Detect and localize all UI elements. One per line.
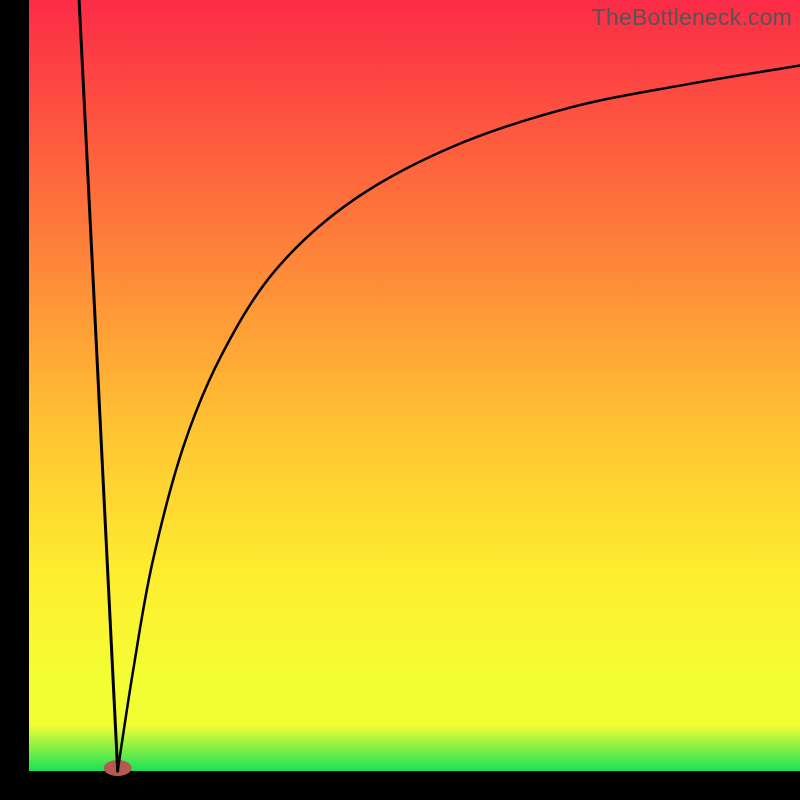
chart-frame: TheBottleneck.com [0, 0, 800, 800]
right-branch-curve [118, 66, 800, 771]
left-branch-curve [79, 0, 118, 771]
curve-layer [29, 0, 800, 771]
